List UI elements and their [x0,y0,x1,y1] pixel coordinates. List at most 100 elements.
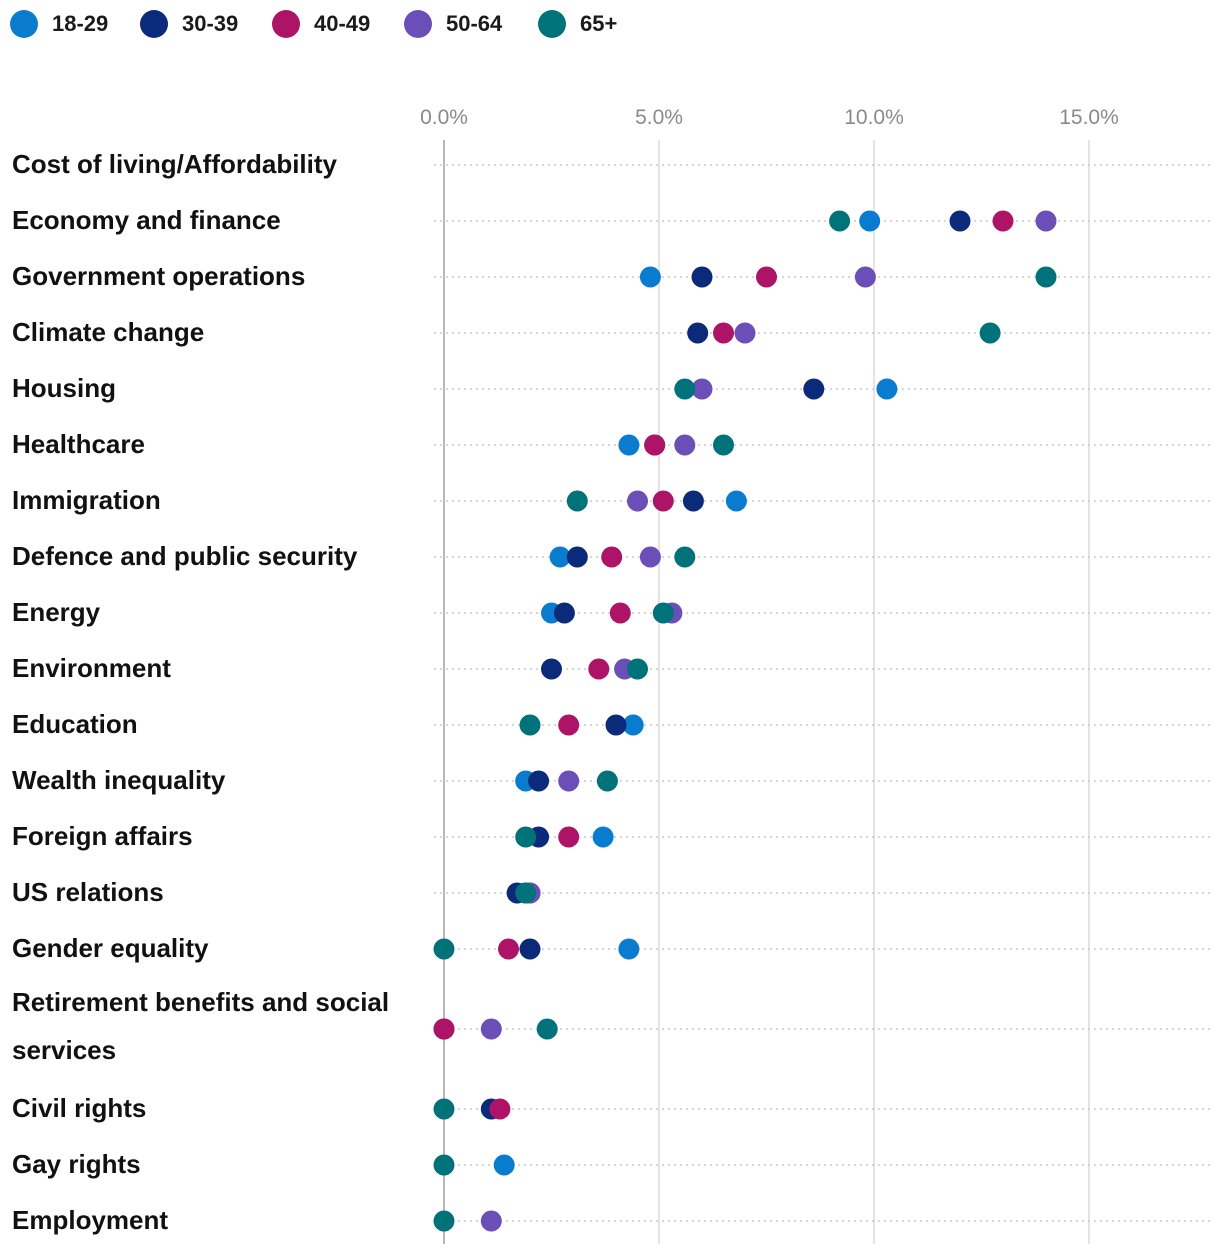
category-label: Retirement benefits and social [12,987,389,1017]
data-point-30-39 [682,490,704,512]
category-label: Foreign affairs [12,821,193,851]
legend-label: 18-29 [52,11,109,36]
data-point-18-29 [859,210,881,232]
legend-item-18-29: 18-29 [10,8,108,40]
category-label: Climate change [12,317,204,347]
legend-item-40-49: 40-49 [272,8,370,40]
category-label: US relations [12,877,164,907]
data-point-65+ [674,546,696,568]
category-label: Economy and finance [12,205,281,235]
category-label: Government operations [12,261,305,291]
legend-swatch [10,10,38,38]
data-point-50-64 [558,770,580,792]
data-point-50-64 [480,1210,502,1232]
data-point-18-29 [549,546,571,568]
x-tick-label: 15.0% [1059,106,1119,129]
category-label: Environment [12,653,171,683]
data-point-30-39 [541,658,562,680]
category-label: Cost of living/Affordability [12,149,338,179]
category-label: Gender equality [12,933,209,963]
data-point-30-39 [605,714,627,736]
data-point-65+ [829,210,851,232]
category-label: Energy [12,597,101,627]
data-point-50-64 [627,490,648,512]
data-point-40-49 [558,826,580,848]
data-point-40-49 [713,322,734,344]
data-point-30-39 [803,378,825,400]
data-point-65+ [433,1210,455,1232]
category-label: Civil rights [12,1093,146,1123]
legend-label: 50-64 [446,11,503,36]
legend-item-65+: 65+ [538,8,617,40]
data-point-65+ [519,714,541,736]
data-point-65+ [979,322,1001,344]
data-point-18-29 [493,1154,515,1176]
data-point-18-29 [618,434,640,456]
data-point-65+ [433,1154,455,1176]
data-point-18-29 [618,938,640,960]
data-point-65+ [515,826,537,848]
data-point-50-64 [1035,210,1057,232]
data-point-40-49 [433,1018,455,1040]
data-point-50-64 [674,434,696,456]
legend-item-50-64: 50-64 [404,8,502,40]
data-point-65+ [674,378,696,400]
data-point-30-39 [519,938,541,960]
category-label: Immigration [12,485,161,515]
data-point-65+ [433,938,455,960]
data-point-50-64 [734,322,756,344]
data-point-40-49 [588,658,610,680]
data-point-50-64 [480,1018,502,1040]
data-point-30-39 [949,210,971,232]
grid-layer: 0.0%5.0%10.0%15.0%20.0%25.0%30.0% [420,106,1119,1244]
category-label: Healthcare [12,429,145,459]
category-label: Housing [12,373,116,403]
x-tick-label: 5.0% [635,106,683,129]
data-point-40-49 [652,490,674,512]
row-layer [434,164,1210,1222]
category-label: Defence and public security [12,541,358,571]
data-point-40-49 [558,714,580,736]
data-point-40-49 [489,1098,511,1120]
data-point-65+ [627,658,648,680]
data-point-65+ [713,434,734,456]
x-tick-label: 0.0% [420,106,468,129]
data-point-50-64 [854,266,876,288]
x-tick-label: 10.0% [844,106,904,129]
legend-label: 65+ [580,11,618,36]
category-label: Education [12,709,138,739]
data-point-18-29 [622,714,644,736]
legend-swatch [272,10,300,38]
data-point-50-64 [691,378,713,400]
legend-label: 40-49 [314,11,371,36]
data-point-40-49 [609,602,631,624]
data-point-30-39 [691,266,713,288]
data-point-30-39 [566,546,588,568]
data-point-30-39 [553,602,575,624]
legend-swatch [404,10,432,38]
data-point-65+ [596,770,618,792]
legend-swatch [140,10,168,38]
category-label: Employment [12,1205,168,1235]
data-point-18-29 [725,490,747,512]
data-point-40-49 [601,546,623,568]
legend-item-30-39: 30-39 [140,8,238,40]
dot-layer [433,210,1057,1232]
data-point-18-29 [592,826,614,848]
data-point-40-49 [644,434,666,456]
data-point-65+ [536,1018,558,1040]
legend: 18-29 30-39 40-49 50-64 65+ [0,0,1220,50]
data-point-50-64 [639,546,661,568]
data-point-30-39 [687,322,709,344]
data-point-65+ [433,1098,455,1120]
category-label: Gay rights [12,1149,141,1179]
data-point-30-39 [528,770,550,792]
data-point-40-49 [992,210,1014,232]
data-point-65+ [515,882,537,904]
legend-swatch [538,10,566,38]
data-point-65+ [1035,266,1057,288]
category-label: services [12,1035,116,1065]
legend-label: 30-39 [182,11,239,36]
data-point-40-49 [756,266,777,288]
